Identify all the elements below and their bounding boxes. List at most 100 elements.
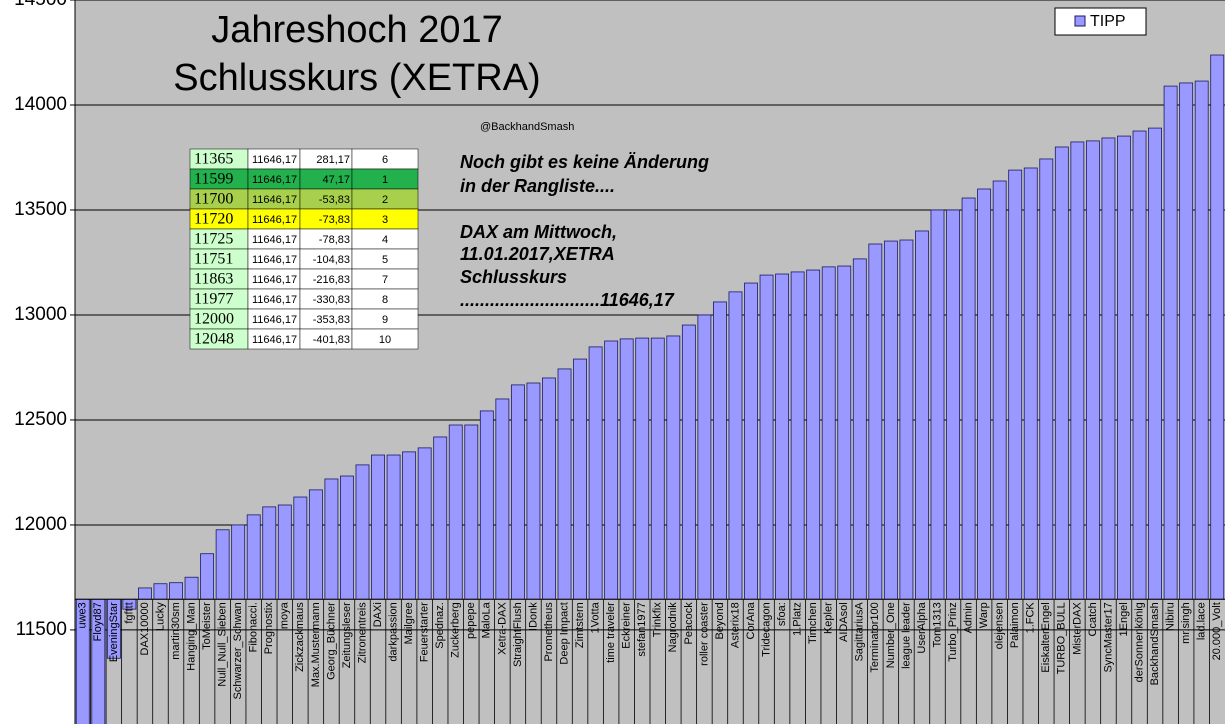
- bar: [899, 239, 914, 600]
- bar: [324, 478, 339, 600]
- table-text: 12048: [194, 331, 234, 348]
- x-tick-label: derSonnenkönig: [1133, 602, 1145, 682]
- x-tick-label: Floyd87: [92, 602, 104, 641]
- bar: [837, 265, 852, 600]
- bar: [1101, 137, 1116, 600]
- x-tick-label: Hanging_Man: [185, 602, 197, 671]
- x-tick-label: pepepe: [465, 602, 477, 639]
- x-tick-label: Fibonacci.: [248, 602, 260, 652]
- x-tick-label: Palaimon: [1009, 602, 1021, 648]
- bar: [417, 447, 432, 600]
- bar: [246, 514, 261, 600]
- x-tick-label: Deep Impact: [558, 602, 570, 664]
- x-tick-label: MaloLa: [481, 601, 493, 638]
- bar: [355, 464, 370, 600]
- x-tick-label: Lucky: [154, 602, 166, 631]
- table-text: -216,83: [313, 274, 350, 286]
- bar: [231, 524, 246, 600]
- annotation: Noch gibt es keine Änderung: [460, 152, 709, 172]
- x-tick-label: Ccatch: [1087, 602, 1099, 636]
- bar: [542, 377, 556, 600]
- bar: [340, 475, 354, 600]
- bar: [883, 240, 898, 600]
- x-tick-label: Warp: [978, 602, 990, 628]
- bar: [650, 337, 665, 600]
- bar: [138, 587, 152, 600]
- bar: [915, 230, 929, 600]
- x-tick-label: Nibiru: [1165, 602, 1177, 631]
- bar: [806, 269, 821, 600]
- annotation: ............................11646,17: [460, 290, 675, 310]
- x-tick-label: Zuckerberg: [450, 602, 462, 658]
- bar: [1023, 167, 1038, 600]
- x-tick-label: EiskalterEngel: [1040, 602, 1052, 672]
- annotation: 11.01.2017,XETRA: [460, 244, 615, 264]
- table-text: 7: [382, 274, 388, 286]
- table-text: 11646,17: [252, 294, 297, 306]
- x-tick-label: SyncMaster17: [1102, 602, 1114, 672]
- table-text: 11720: [194, 211, 233, 228]
- bar: [728, 291, 743, 600]
- bar: [1163, 85, 1178, 600]
- bar: [1054, 146, 1069, 600]
- legend-box: [1054, 7, 1147, 36]
- x-tick-label: MisterDAX: [1071, 602, 1083, 655]
- bar: [790, 271, 805, 600]
- x-tick-label: Asterix18: [729, 602, 741, 648]
- table-text: -330,83: [313, 294, 350, 306]
- bar: [961, 197, 976, 600]
- x-tick-label: stefan1977: [636, 602, 648, 656]
- bar: [479, 410, 494, 600]
- y-tick-label: 13500: [14, 199, 67, 220]
- bar: [215, 529, 230, 600]
- bar: [744, 282, 758, 600]
- x-tick-label: Beyond: [714, 602, 726, 639]
- x-tick-label: EveningStar: [108, 602, 120, 662]
- x-tick-label: Peacock: [683, 602, 695, 645]
- y-tick-label: 12500: [14, 409, 67, 430]
- x-tick-label: lad.lace: [1196, 602, 1208, 640]
- x-tick-label: 1.FCK: [1025, 602, 1037, 634]
- credit: @BackhandSmash: [480, 121, 574, 133]
- bar: [588, 346, 603, 600]
- x-tick-label: Terminator100: [869, 602, 881, 672]
- bar: [852, 258, 867, 600]
- x-tick-label: SagittariusA: [854, 602, 866, 662]
- x-tick-label: Tridecagon: [760, 602, 772, 657]
- x-tick-label: Admin: [962, 602, 974, 633]
- x-tick-label: IDonk: [527, 602, 539, 631]
- bar: [1148, 127, 1162, 600]
- table-text: 10: [379, 334, 391, 346]
- bar: [759, 274, 774, 600]
- bar: [184, 576, 199, 600]
- x-tick-label: darkpassion: [387, 602, 399, 661]
- bar: [402, 451, 417, 600]
- bar: [1194, 80, 1209, 600]
- x-tick-label: Prognostix: [263, 602, 275, 654]
- table-text: 11646,17: [252, 334, 297, 346]
- table-text: -353,83: [313, 314, 350, 326]
- bar: [1039, 158, 1054, 600]
- bar: [153, 583, 168, 600]
- bar: [308, 489, 323, 600]
- table-text: 11863: [194, 271, 233, 288]
- bar: [262, 506, 277, 600]
- table-text: 11646,17: [252, 234, 297, 246]
- annotation: DAX am Mittwoch,: [460, 222, 617, 242]
- x-tick-label: league leader: [900, 602, 912, 669]
- x-tick-label: Zeitungsleser: [341, 602, 353, 668]
- bar: [1179, 82, 1194, 600]
- bar: [666, 335, 681, 600]
- table-text: -401,83: [313, 334, 350, 346]
- table-text: 11977: [194, 291, 233, 308]
- table-text: 5: [382, 254, 388, 266]
- bar: [930, 209, 945, 600]
- x-tick-label: roller coaster: [698, 602, 710, 666]
- x-tick-label: Null_Null_Sieben: [217, 602, 229, 686]
- table-text: 11751: [194, 251, 233, 268]
- x-tick-label: Zimtstern: [574, 602, 586, 648]
- x-tick-label: 1Votta: [590, 601, 602, 633]
- legend-label: TIPP: [1090, 13, 1126, 30]
- table-text: 12000: [194, 311, 234, 328]
